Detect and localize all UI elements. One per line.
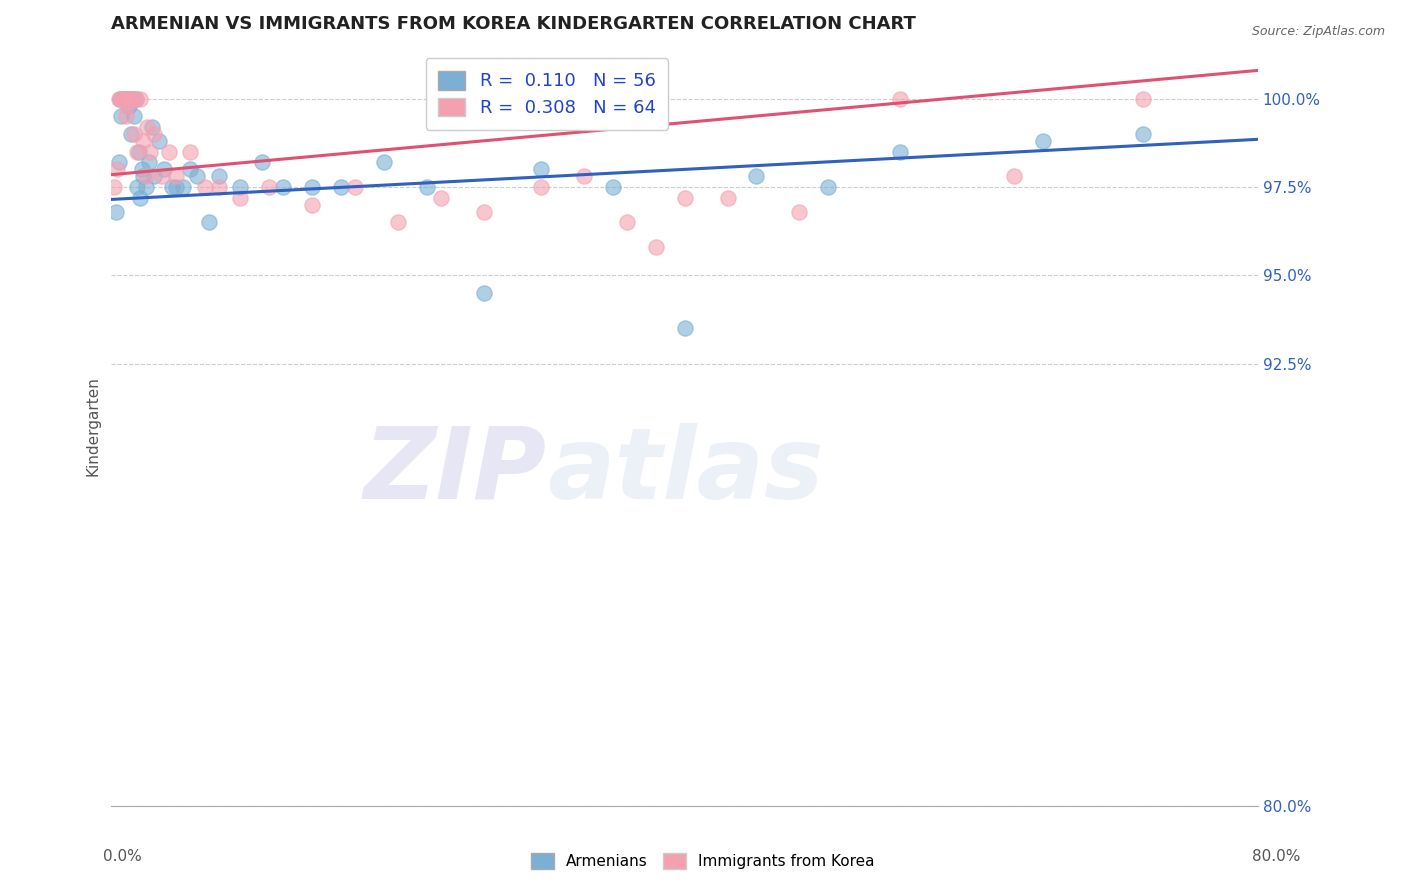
Point [105, 162, 128, 177]
Point [787, 204, 810, 219]
Point [107, 155, 129, 169]
Point [136, 120, 159, 134]
Point [121, 127, 143, 141]
Point [110, 109, 132, 123]
Point [138, 155, 160, 169]
Point [817, 180, 839, 194]
Point [108, 92, 131, 106]
Point [117, 99, 139, 113]
Point [889, 145, 911, 159]
Point [673, 191, 696, 205]
Text: 0.0%: 0.0% [103, 849, 142, 864]
Point [530, 162, 553, 177]
Point [103, 180, 125, 194]
Point [472, 204, 495, 219]
Point [373, 155, 395, 169]
Point [329, 180, 352, 194]
Point [118, 92, 141, 106]
Point [172, 180, 194, 194]
Point [128, 145, 150, 159]
Point [150, 169, 173, 184]
Point [132, 169, 155, 184]
Point [129, 191, 152, 205]
Point [143, 127, 166, 141]
Point [118, 92, 141, 106]
Point [135, 180, 157, 194]
Point [717, 191, 740, 205]
Point [132, 134, 155, 148]
Point [165, 169, 187, 184]
Point [889, 92, 911, 106]
Point [301, 180, 323, 194]
Point [111, 92, 134, 106]
Point [193, 180, 215, 194]
Point [257, 180, 280, 194]
Point [153, 162, 176, 177]
Point [616, 215, 638, 229]
Text: ZIP: ZIP [364, 423, 547, 520]
Point [344, 180, 367, 194]
Point [131, 162, 153, 177]
Point [574, 169, 596, 184]
Point [115, 92, 138, 106]
Point [124, 127, 146, 141]
Point [127, 145, 149, 159]
Point [122, 92, 145, 106]
Point [208, 169, 231, 184]
Legend: R =  0.110   N = 56, R =  0.308   N = 64: R = 0.110 N = 56, R = 0.308 N = 64 [426, 59, 668, 129]
Point [430, 191, 453, 205]
Point [602, 180, 624, 194]
Point [114, 92, 136, 106]
Point [179, 162, 201, 177]
Point [179, 145, 201, 159]
Point [157, 145, 180, 159]
Point [745, 169, 768, 184]
Point [104, 204, 127, 219]
Point [125, 92, 148, 106]
Y-axis label: Kindergarten: Kindergarten [86, 376, 100, 475]
Point [165, 180, 187, 194]
Point [208, 180, 231, 194]
Point [530, 180, 553, 194]
Point [160, 180, 183, 194]
Point [229, 180, 252, 194]
Point [115, 99, 138, 113]
Point [472, 286, 495, 301]
Point [143, 169, 166, 184]
Text: atlas: atlas [547, 423, 824, 520]
Point [673, 321, 696, 335]
Point [148, 134, 170, 148]
Point [114, 109, 136, 123]
Point [139, 145, 162, 159]
Point [198, 215, 221, 229]
Point [135, 169, 157, 184]
Point [250, 155, 273, 169]
Point [1132, 92, 1154, 106]
Point [1032, 134, 1054, 148]
Point [108, 92, 131, 106]
Point [1132, 127, 1154, 141]
Point [122, 92, 145, 106]
Point [111, 92, 134, 106]
Point [112, 92, 135, 106]
Point [387, 215, 409, 229]
Point [645, 240, 668, 254]
Point [229, 191, 252, 205]
Point [124, 109, 146, 123]
Point [415, 180, 437, 194]
Point [107, 92, 129, 106]
Point [129, 92, 152, 106]
Point [1002, 169, 1025, 184]
Point [141, 120, 163, 134]
Point [186, 169, 208, 184]
Text: ARMENIAN VS IMMIGRANTS FROM KOREA KINDERGARTEN CORRELATION CHART: ARMENIAN VS IMMIGRANTS FROM KOREA KINDER… [111, 15, 917, 33]
Text: 80.0%: 80.0% [1253, 849, 1301, 864]
Point [127, 180, 149, 194]
Point [125, 92, 148, 106]
Point [301, 198, 323, 212]
Legend: Armenians, Immigrants from Korea: Armenians, Immigrants from Korea [524, 847, 882, 875]
Text: Source: ZipAtlas.com: Source: ZipAtlas.com [1251, 25, 1385, 38]
Point [117, 92, 139, 106]
Point [273, 180, 295, 194]
